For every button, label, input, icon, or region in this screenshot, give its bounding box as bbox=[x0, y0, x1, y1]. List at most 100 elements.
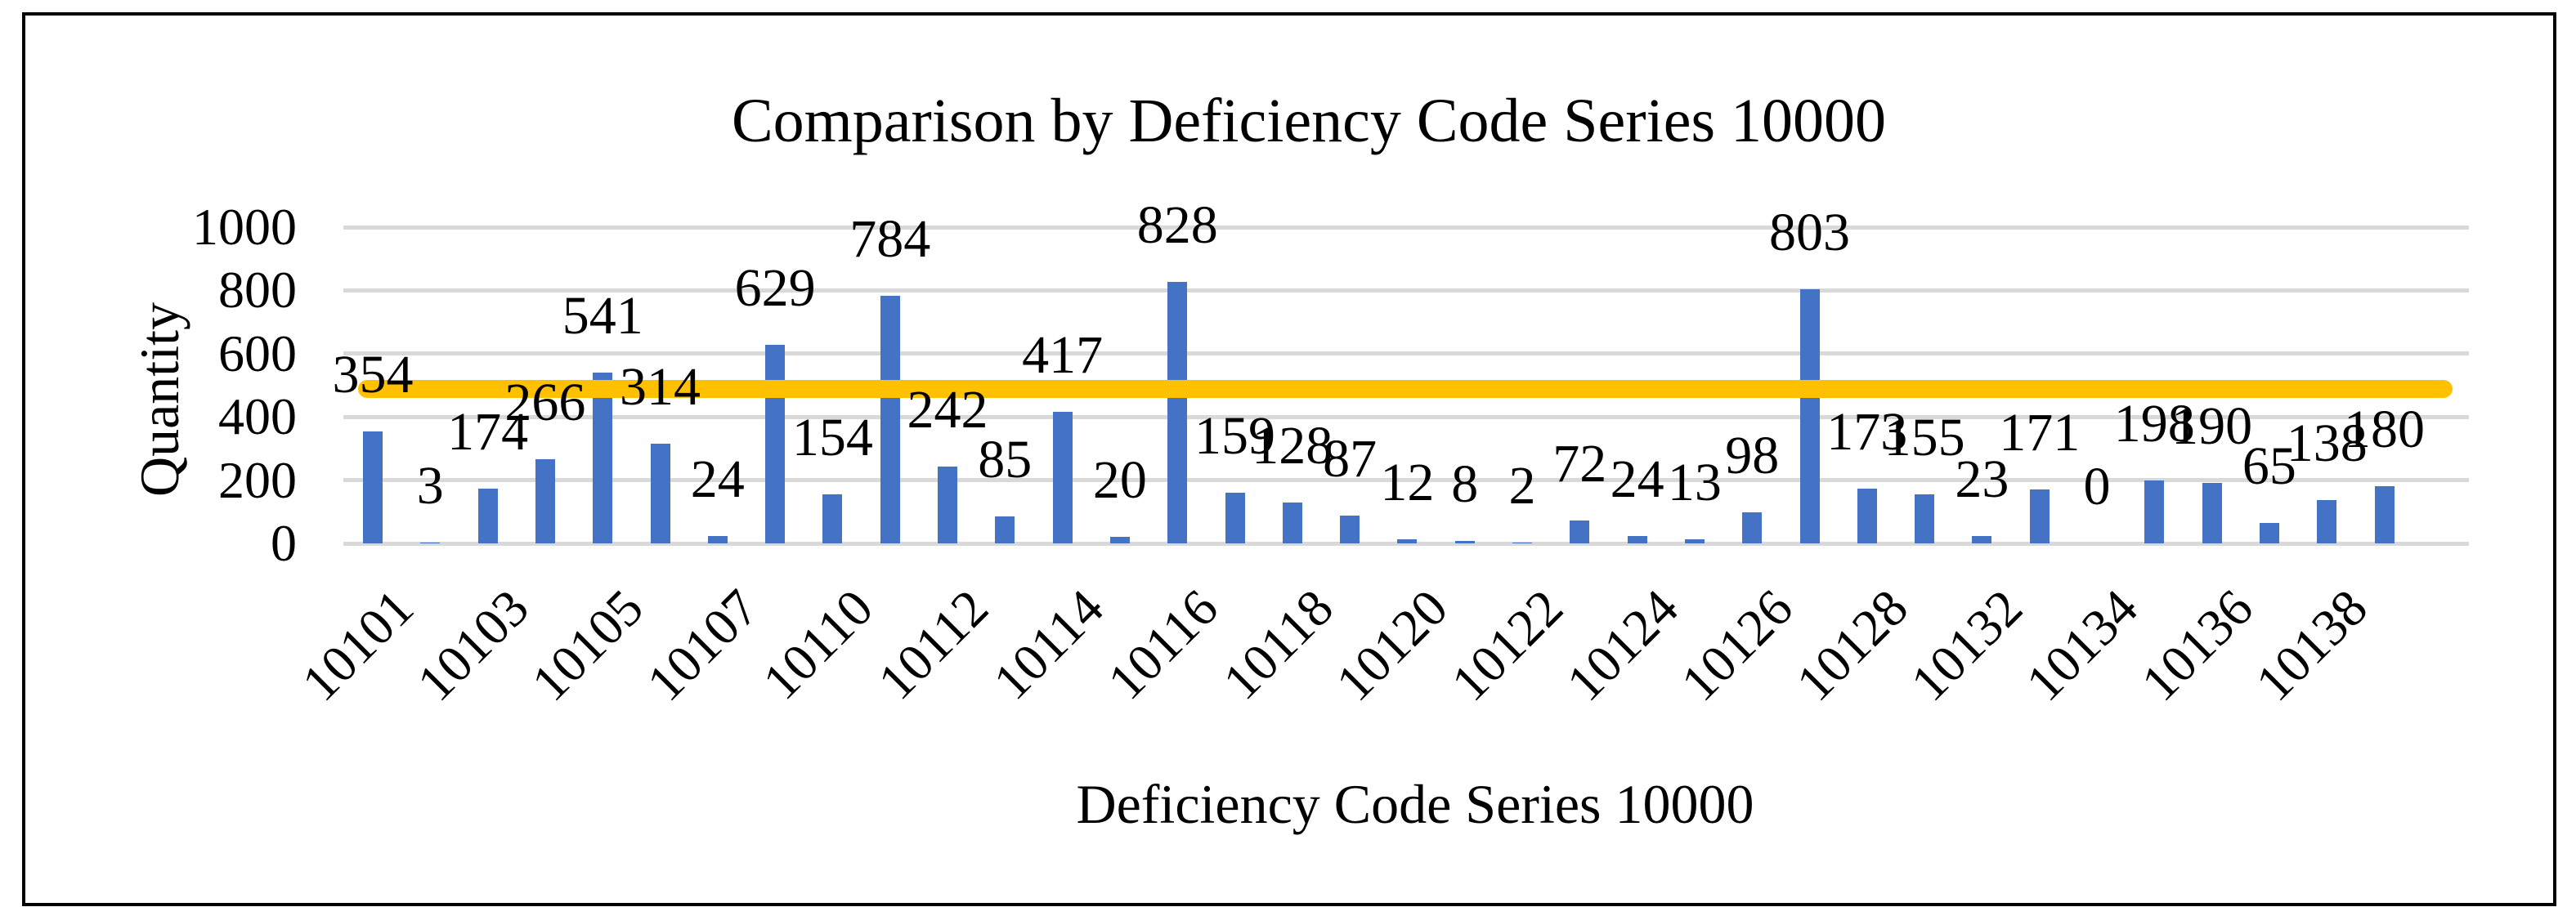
bar bbox=[650, 444, 670, 543]
gridline bbox=[343, 414, 2469, 419]
x-tick-label: 10107 bbox=[635, 578, 769, 713]
bar-data-label: 72 bbox=[1552, 434, 1607, 494]
bar-data-label: 354 bbox=[332, 345, 414, 404]
gridline bbox=[343, 541, 2469, 546]
bar-data-label: 541 bbox=[562, 285, 643, 346]
x-tick-label: 10112 bbox=[867, 578, 1000, 711]
x-tick-label: 10105 bbox=[520, 578, 655, 713]
bar-data-label: 85 bbox=[978, 430, 1033, 490]
bar-data-label: 87 bbox=[1323, 429, 1378, 489]
bar bbox=[1225, 493, 1245, 543]
bar bbox=[477, 488, 498, 543]
bar bbox=[1684, 538, 1705, 543]
bar bbox=[1972, 536, 1992, 543]
y-tick-label: 600 bbox=[218, 324, 297, 382]
bar-data-label: 138 bbox=[2286, 413, 2368, 473]
x-tick-label: 10126 bbox=[1669, 578, 1804, 713]
bar bbox=[1282, 503, 1302, 543]
threshold-line bbox=[358, 380, 2453, 398]
bar-data-label: 159 bbox=[1194, 406, 1275, 467]
bar bbox=[593, 372, 613, 543]
bar bbox=[1915, 494, 1935, 543]
y-tick-label: 0 bbox=[271, 514, 297, 572]
bar bbox=[1397, 539, 1418, 543]
bar bbox=[1742, 512, 1763, 543]
bar bbox=[535, 459, 555, 543]
bar-data-label: 24 bbox=[690, 449, 745, 509]
x-tick-label: 10116 bbox=[1096, 578, 1230, 711]
bar-data-label: 629 bbox=[734, 257, 816, 318]
bar bbox=[1454, 540, 1475, 543]
x-tick-label: 10110 bbox=[751, 578, 885, 711]
x-tick-label: 10103 bbox=[405, 578, 540, 713]
bar-data-label: 155 bbox=[1884, 408, 1965, 467]
bar-data-label: 803 bbox=[1769, 203, 1850, 263]
bar bbox=[2259, 522, 2279, 543]
bar bbox=[2202, 483, 2222, 543]
bar-data-label: 65 bbox=[2242, 436, 2296, 496]
bar-data-label: 8 bbox=[1451, 454, 1479, 514]
bar bbox=[880, 295, 900, 543]
y-tick-label: 800 bbox=[218, 261, 297, 319]
bar-data-label: 23 bbox=[1955, 449, 2009, 510]
bar-data-label: 98 bbox=[1725, 426, 1780, 486]
bar bbox=[1340, 516, 1360, 543]
bar bbox=[938, 467, 957, 543]
bar bbox=[1627, 535, 1647, 543]
bar-data-label: 314 bbox=[620, 357, 701, 418]
bar bbox=[1167, 281, 1188, 543]
x-tick-label: 10120 bbox=[1325, 578, 1459, 713]
y-tick-label: 200 bbox=[218, 450, 297, 509]
bar bbox=[765, 344, 786, 543]
bar-data-label: 154 bbox=[791, 408, 873, 468]
x-tick-label: 10101 bbox=[290, 578, 425, 713]
bar bbox=[1857, 489, 1877, 543]
bar-data-label: 417 bbox=[1022, 324, 1104, 385]
gridline bbox=[343, 225, 2469, 230]
bar bbox=[1052, 411, 1073, 543]
x-tick-label: 10136 bbox=[2130, 578, 2264, 713]
x-tick-label: 10124 bbox=[1555, 578, 1689, 713]
bar bbox=[2144, 480, 2165, 543]
bar-data-label: 180 bbox=[2344, 400, 2425, 460]
bar bbox=[995, 516, 1015, 543]
y-tick-label: 1000 bbox=[192, 198, 297, 256]
bar-data-label: 828 bbox=[1136, 194, 1218, 255]
bar-data-label: 174 bbox=[447, 401, 529, 462]
gridline bbox=[343, 478, 2469, 483]
bar-data-label: 266 bbox=[504, 373, 586, 433]
x-axis-title: Deficiency Code Series 10000 bbox=[1076, 773, 1754, 835]
gridline bbox=[343, 288, 2469, 293]
bar bbox=[2029, 489, 2050, 543]
x-tick-label: 10138 bbox=[2244, 578, 2379, 713]
bar bbox=[363, 431, 383, 543]
chart-title: Comparison by Deficiency Code Series 100… bbox=[731, 87, 1887, 155]
gridline bbox=[343, 351, 2469, 356]
bar bbox=[1799, 289, 1820, 543]
bar bbox=[822, 494, 843, 543]
bar-data-label: 198 bbox=[2113, 394, 2195, 454]
bar-data-label: 128 bbox=[1252, 416, 1333, 476]
bar-data-label: 242 bbox=[907, 380, 988, 440]
bar bbox=[2374, 486, 2395, 543]
bar bbox=[707, 535, 728, 543]
bar bbox=[2317, 499, 2337, 543]
bar-data-label: 20 bbox=[1092, 450, 1147, 511]
chart-border-frame: Comparison by Deficiency Code Series 100… bbox=[22, 12, 2556, 906]
bar bbox=[1570, 521, 1590, 543]
bar-data-label: 24 bbox=[1610, 449, 1664, 509]
bar-data-label: 12 bbox=[1380, 453, 1435, 513]
x-tick-label: 10122 bbox=[1440, 578, 1575, 713]
x-tick-label: 10134 bbox=[2014, 578, 2149, 713]
bar-data-label: 0 bbox=[2083, 457, 2111, 516]
bar-data-label: 2 bbox=[1508, 456, 1536, 516]
bar-data-label: 13 bbox=[1667, 452, 1722, 512]
bar bbox=[1109, 537, 1130, 543]
x-tick-label: 10132 bbox=[1900, 578, 2034, 713]
bar-data-label: 171 bbox=[1999, 402, 2081, 462]
bar-data-label: 3 bbox=[416, 455, 444, 516]
bar-data-label: 784 bbox=[849, 208, 931, 269]
bar-data-label: 190 bbox=[2171, 396, 2253, 457]
